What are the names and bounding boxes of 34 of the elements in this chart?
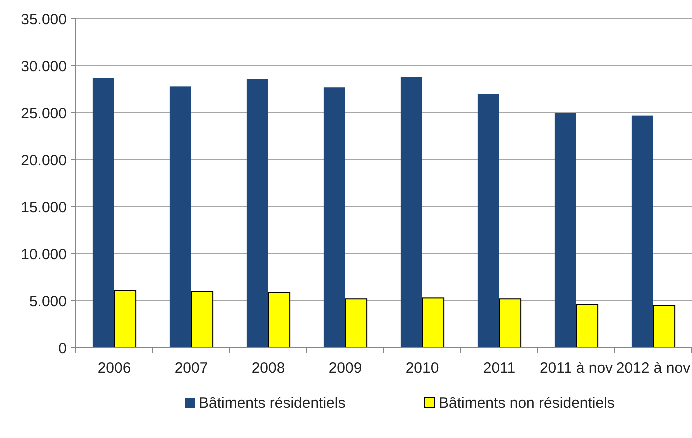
bar	[499, 298, 522, 348]
y-tick-label: 15.000	[21, 199, 67, 216]
bar	[170, 86, 192, 348]
bar	[576, 304, 599, 348]
bar	[114, 290, 137, 348]
x-tick-label: 2009	[328, 360, 362, 377]
legend-label: Bâtiments non résidentiels	[439, 395, 615, 412]
bar	[246, 79, 268, 348]
y-tick-label: 30.000	[21, 58, 67, 76]
bar	[554, 113, 576, 348]
x-tick-label: 2012 à nov	[616, 360, 692, 377]
x-tick-label: 2011 à nov	[540, 360, 614, 377]
legend-label: Bâtiments résidentiels	[199, 395, 346, 412]
y-tick-label: 20.000	[21, 152, 67, 170]
bar	[478, 94, 500, 348]
x-tick-label: 2008	[252, 360, 286, 377]
y-tick-label: 35.000	[21, 11, 67, 28]
bar	[191, 291, 214, 348]
y-tick-label: 5.000	[29, 293, 67, 310]
bar	[653, 305, 676, 348]
x-tick-label: 2010	[406, 360, 440, 377]
bar	[92, 78, 114, 348]
x-tick-label: 2006	[98, 360, 132, 377]
bar	[345, 298, 368, 348]
x-tick-label: 2011	[483, 360, 516, 377]
y-tick-label: 10.000	[21, 246, 67, 264]
y-tick-label: 25.000	[21, 105, 67, 122]
bar	[422, 298, 445, 348]
bar	[632, 116, 654, 348]
bar	[324, 88, 346, 348]
x-tick-label: 2007	[174, 360, 208, 377]
y-tick-label: 0	[58, 340, 67, 358]
bar	[400, 77, 422, 348]
bar	[268, 292, 291, 348]
